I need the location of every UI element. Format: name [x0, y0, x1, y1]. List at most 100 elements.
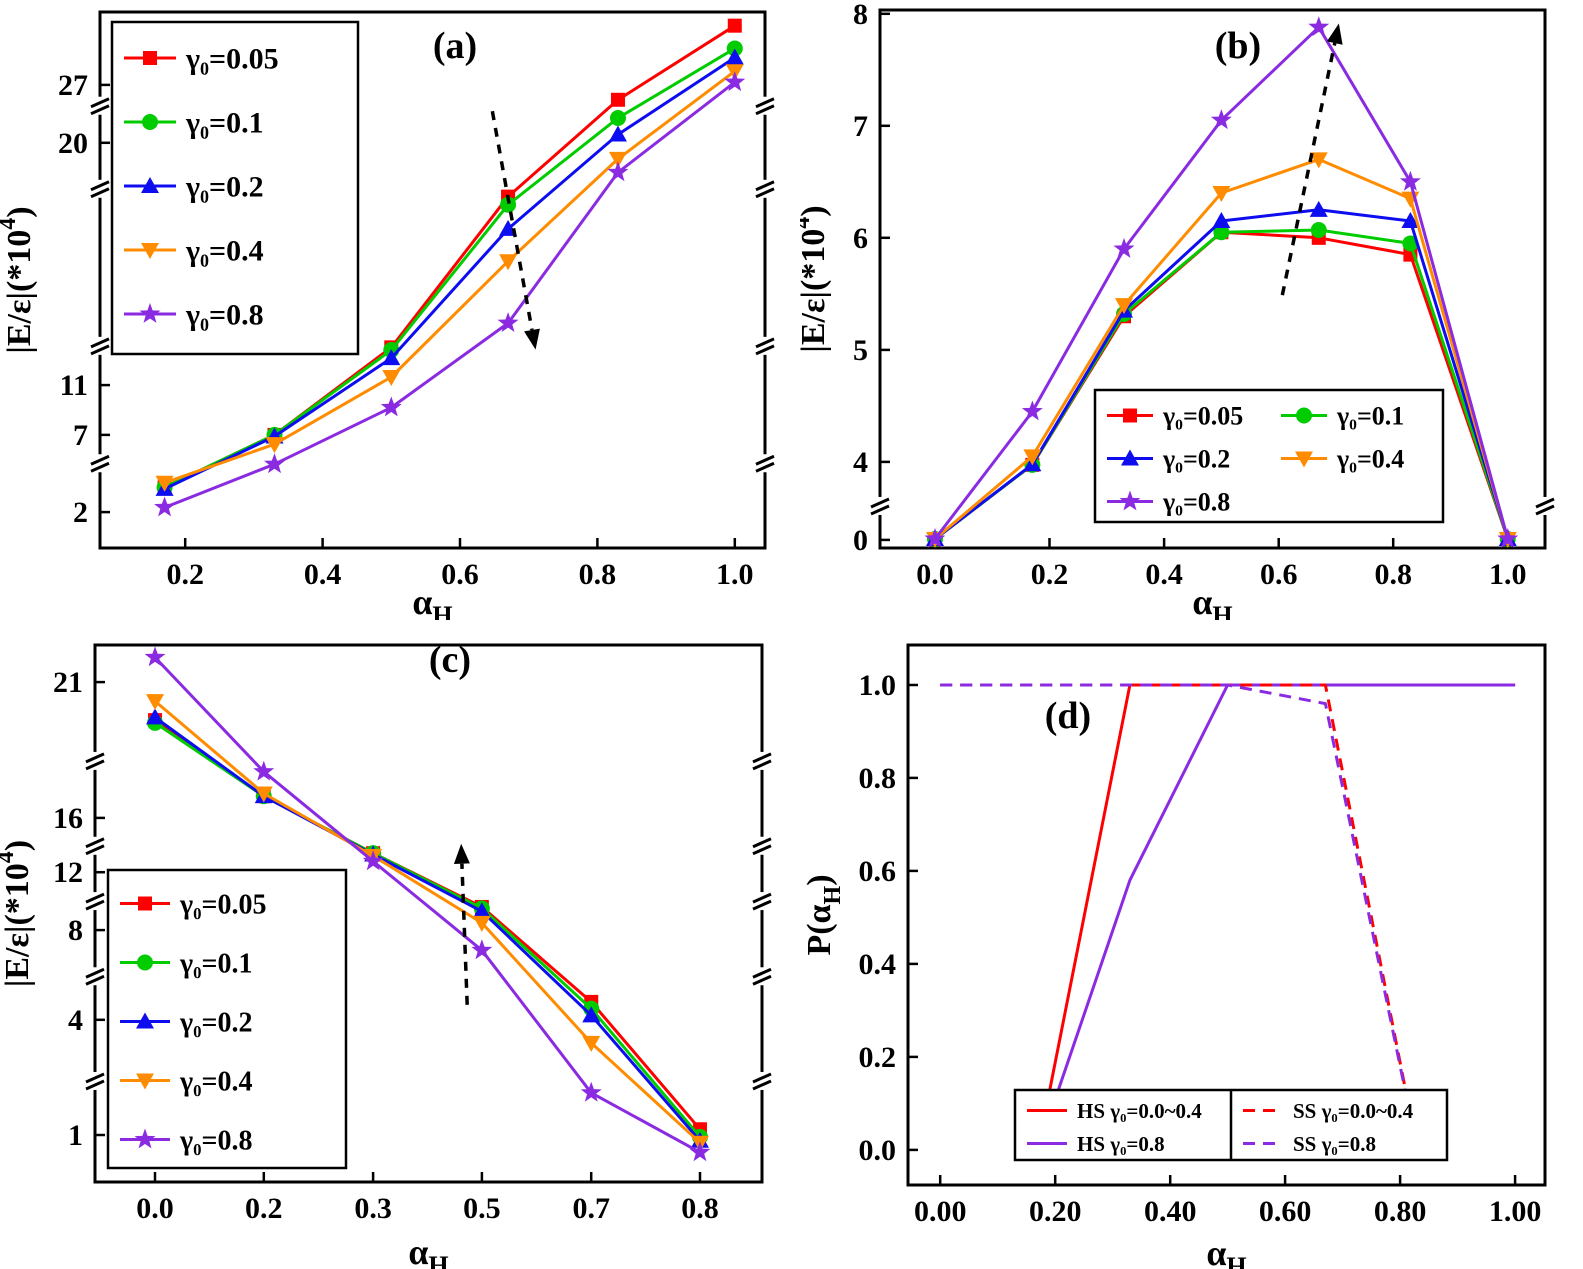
x-axis: 0.0 0.2 0.4 0.6 0.8 1.0: [916, 538, 1527, 591]
svg-text:HS γ₀=0.8: HS γ₀=0.8: [1077, 1132, 1165, 1156]
svg-text:1.0: 1.0: [716, 558, 754, 591]
svg-text:0.4: 0.4: [859, 948, 897, 981]
y-axis-title: P(αH): [801, 874, 846, 955]
series-3: [940, 683, 1419, 1151]
svg-text:γ₀=0.1: γ₀=0.1: [1336, 402, 1404, 431]
svg-text:0.40: 0.40: [1144, 1195, 1197, 1228]
svg-text:γ₀=0.8: γ₀=0.8: [1162, 488, 1230, 517]
x-axis: 0.00 0.20 0.40 0.60 0.80 1.00: [914, 1175, 1541, 1228]
series-1: [1036, 683, 1516, 1151]
legend-item: HS γ₀=0.8: [1027, 1132, 1165, 1156]
svg-text:7: 7: [853, 110, 868, 143]
svg-text:6: 6: [853, 222, 868, 255]
series-line: [154, 699, 702, 1144]
panel-label: (b): [1215, 25, 1261, 67]
y-axis: 0.0 0.2 0.4 0.6 0.8 1.0: [859, 669, 918, 1167]
svg-text:HS γ₀=0.0~0.4: HS γ₀=0.0~0.4: [1077, 1099, 1202, 1123]
panel-a-chart: 0.2 0.4 0.6 0.8 1.027112027γ₀=0.05γ₀=0.1γ₀=0…: [0, 10, 775, 620]
series-0: [1036, 683, 1516, 1151]
svg-text:SS γ₀=0.0~0.4: SS γ₀=0.0~0.4: [1293, 1099, 1414, 1123]
x-axis-title: αH: [1192, 582, 1232, 620]
svg-text:SS γ₀=0.8: SS γ₀=0.8: [1293, 1132, 1376, 1156]
svg-text:8: 8: [853, 0, 868, 31]
svg-text:12: 12: [53, 856, 83, 889]
svg-text:8: 8: [68, 914, 83, 947]
legend-item: γ₀=0.4: [1281, 445, 1404, 474]
series-3: [155, 64, 744, 492]
svg-text:1: 1: [68, 1119, 83, 1152]
svg-text:0.0: 0.0: [916, 558, 954, 591]
panel-label: (a): [433, 25, 477, 67]
y-axis-title: |E/ε|(*104): [0, 206, 38, 353]
svg-text:γ₀=0.8: γ₀=0.8: [185, 299, 264, 332]
svg-text:γ₀=0.4: γ₀=0.4: [179, 1066, 252, 1097]
y-axis-title: |E/ε|(*104): [800, 205, 832, 352]
svg-text:0.5: 0.5: [463, 1192, 501, 1225]
svg-text:γ₀=0.05: γ₀=0.05: [1162, 402, 1243, 431]
svg-text:4: 4: [853, 446, 868, 479]
svg-text:0.2: 0.2: [1031, 558, 1069, 591]
svg-text:0.6: 0.6: [441, 558, 479, 591]
svg-text:(a): (a): [433, 25, 477, 67]
legend-item: γ₀=0.8: [124, 299, 264, 332]
svg-text:0.8: 0.8: [681, 1192, 719, 1225]
series-4: [924, 16, 1519, 548]
series-3: [146, 694, 709, 1152]
legend-item: γ₀=0.2: [120, 1007, 252, 1038]
legend-item: γ₀=0.8: [120, 1125, 252, 1156]
legend-item: γ₀=0.1: [1281, 402, 1404, 431]
legend-item: γ₀=0.2: [124, 171, 264, 204]
panel-label: (c): [429, 639, 471, 681]
svg-text:(c): (c): [429, 639, 471, 681]
svg-text:1.0: 1.0: [1489, 558, 1527, 591]
svg-text:γ₀=0.4: γ₀=0.4: [1336, 445, 1404, 474]
legend-item: γ₀=0.2: [1107, 445, 1230, 474]
svg-text:0.2: 0.2: [859, 1041, 897, 1074]
svg-text:20: 20: [58, 127, 88, 160]
svg-text:γ₀=0.05: γ₀=0.05: [185, 43, 279, 76]
svg-text:27: 27: [58, 69, 88, 102]
svg-text:0.3: 0.3: [354, 1192, 392, 1225]
svg-text:γ₀=0.8: γ₀=0.8: [179, 1125, 252, 1156]
series-4: [154, 71, 746, 517]
svg-text:0.60: 0.60: [1259, 1195, 1312, 1228]
x-axis: 0.2 0.4 0.6 0.8 1.0: [166, 538, 754, 591]
svg-text:1.00: 1.00: [1489, 1195, 1542, 1228]
svg-text:γ₀=0.2: γ₀=0.2: [179, 1007, 252, 1038]
y-axis-title: |E/ε|(*104): [0, 840, 36, 987]
svg-text:0.0: 0.0: [136, 1192, 174, 1225]
legend: HS γ₀=0.0~0.4 SS γ₀=0.0~0.4 HS γ₀=0.8 SS γ₀…: [1013, 1088, 1449, 1162]
legend-item: γ₀=0.05: [1107, 402, 1243, 431]
plot-frame: [98, 10, 767, 550]
series-line: [164, 70, 736, 485]
series-2: [940, 683, 1419, 1151]
panel-d-chart: 0.00 0.20 0.40 0.60 0.80 1.00 0.0 0.2 0.4 0.6 0.8 1…: [801, 643, 1547, 1269]
x-axis-title: αH: [408, 1232, 448, 1269]
svg-text:5: 5: [853, 334, 868, 367]
svg-text:1.0: 1.0: [859, 669, 897, 702]
svg-text:0.20: 0.20: [1029, 1195, 1082, 1228]
svg-text:21: 21: [53, 666, 83, 699]
x-axis: 0.0 0.2 0.3 0.5 0.7 0.8: [136, 1172, 719, 1225]
svg-text:γ₀=0.2: γ₀=0.2: [185, 171, 264, 204]
series-4: [144, 646, 711, 1162]
plot-frame: [878, 8, 1547, 550]
trend-arrow: [453, 843, 470, 1005]
y-axis: 0 4 5 6 7 8: [853, 0, 890, 557]
series-line: [1036, 683, 1516, 1151]
svg-text:7: 7: [73, 419, 88, 452]
trend-arrow: [490, 110, 540, 350]
svg-text:0.6: 0.6: [1260, 558, 1298, 591]
legend: γ₀=0.05 γ₀=0.1 γ₀=0.2 γ₀=0.4 γ₀=0.8: [1093, 388, 1445, 524]
legend-item: γ₀=0.4: [120, 1066, 252, 1097]
svg-text:0.8: 0.8: [859, 762, 897, 795]
svg-text:16: 16: [53, 802, 83, 835]
svg-text:0.00: 0.00: [914, 1195, 967, 1228]
series-line: [940, 683, 1419, 1151]
svg-text:0.6: 0.6: [859, 855, 897, 888]
series-line: [940, 683, 1419, 1151]
svg-text:0.7: 0.7: [572, 1192, 610, 1225]
